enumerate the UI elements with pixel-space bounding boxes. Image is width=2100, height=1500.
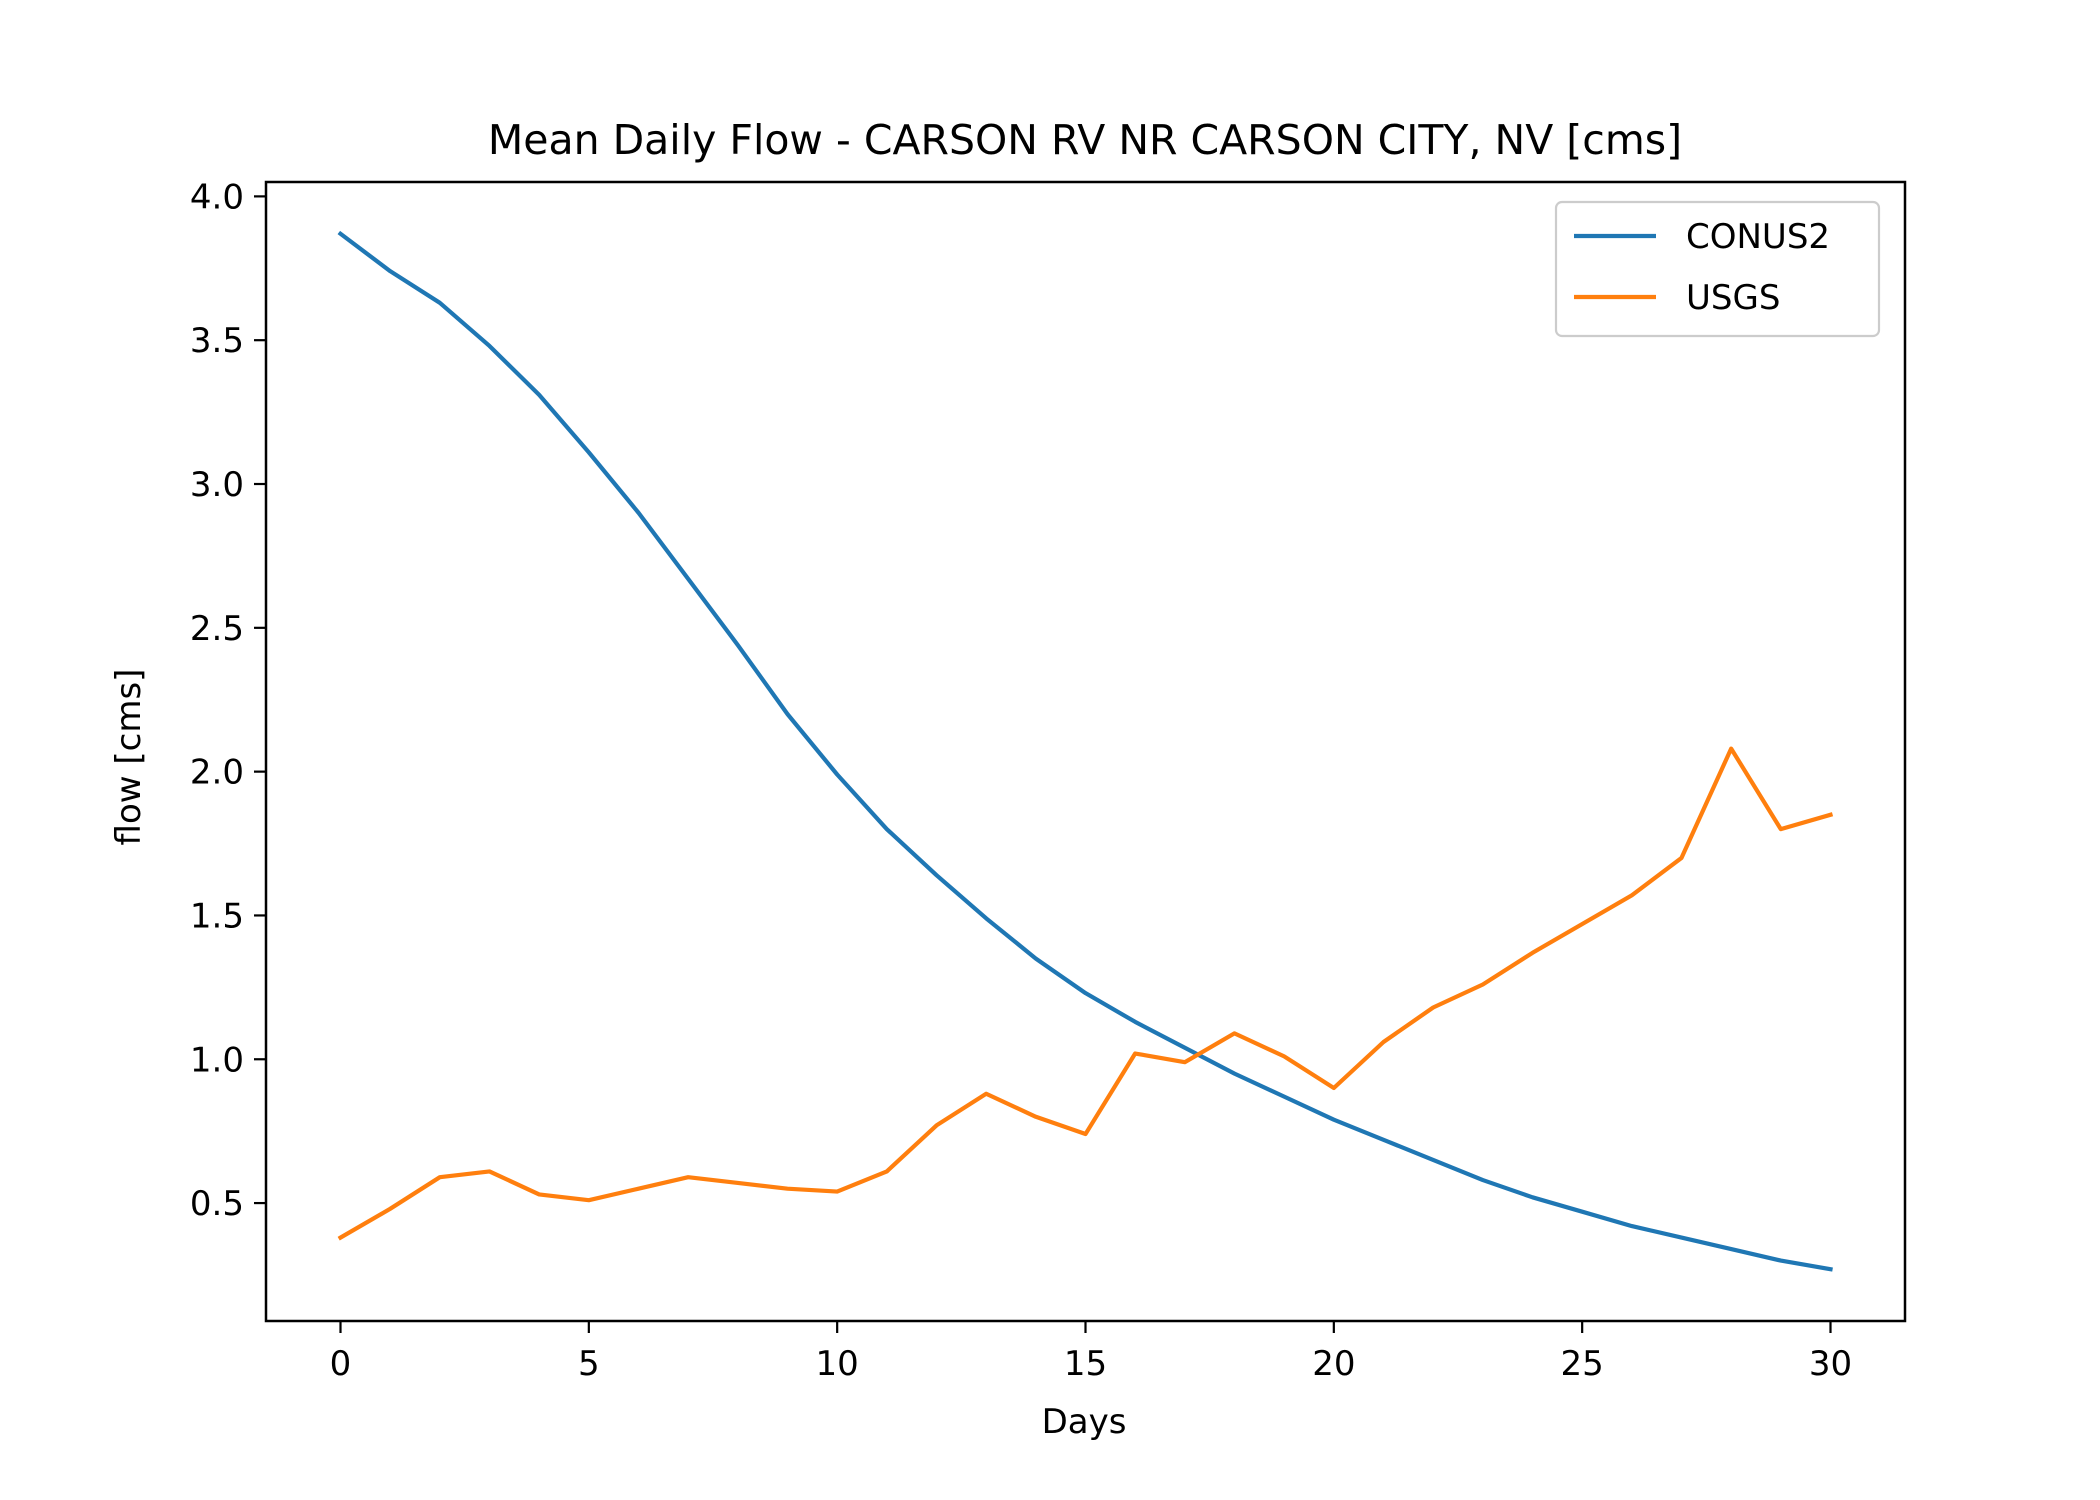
x-tick-label: 5 — [578, 1344, 600, 1384]
x-tick-label: 25 — [1561, 1344, 1604, 1384]
x-tick-label: 0 — [330, 1344, 352, 1384]
axes: 0 5 10 15 20 25 30 0.5 1.0 1.5 2.0 2.5 3.0 3.5 4.0 — [190, 177, 1907, 1384]
series-line-conus2 — [337, 230, 1833, 1272]
y-tick-label: 1.5 — [190, 896, 244, 936]
chart-title: Mean Daily Flow - CARSON RV NR CARSON CI… — [488, 116, 1682, 164]
legend-label-conus2: CONUS2 — [1686, 217, 1830, 257]
plot-frame — [264, 180, 1907, 1323]
x-tick-label: 20 — [1312, 1344, 1355, 1384]
y-tick-label: 1.0 — [190, 1040, 244, 1080]
y-axis-label: flow [cms] — [109, 669, 149, 846]
legend: CONUS2 USGS — [1554, 200, 1881, 338]
y-tick-label: 3.0 — [190, 465, 244, 505]
legend-label-usgs: USGS — [1686, 278, 1780, 318]
y-tick-label: 3.5 — [190, 321, 244, 361]
x-tick-label: 30 — [1809, 1344, 1852, 1384]
y-tick-label: 4.0 — [190, 177, 244, 217]
series-line-usgs — [337, 746, 1834, 1241]
x-tick-label: 15 — [1064, 1344, 1107, 1384]
y-tick-label: 2.5 — [190, 609, 244, 649]
y-tick-label: 0.5 — [190, 1184, 244, 1224]
x-tick-label: 10 — [816, 1344, 859, 1384]
plot-area — [337, 230, 1834, 1272]
x-axis-label: Days — [1042, 1402, 1127, 1442]
y-tick-label: 2.0 — [190, 753, 244, 793]
